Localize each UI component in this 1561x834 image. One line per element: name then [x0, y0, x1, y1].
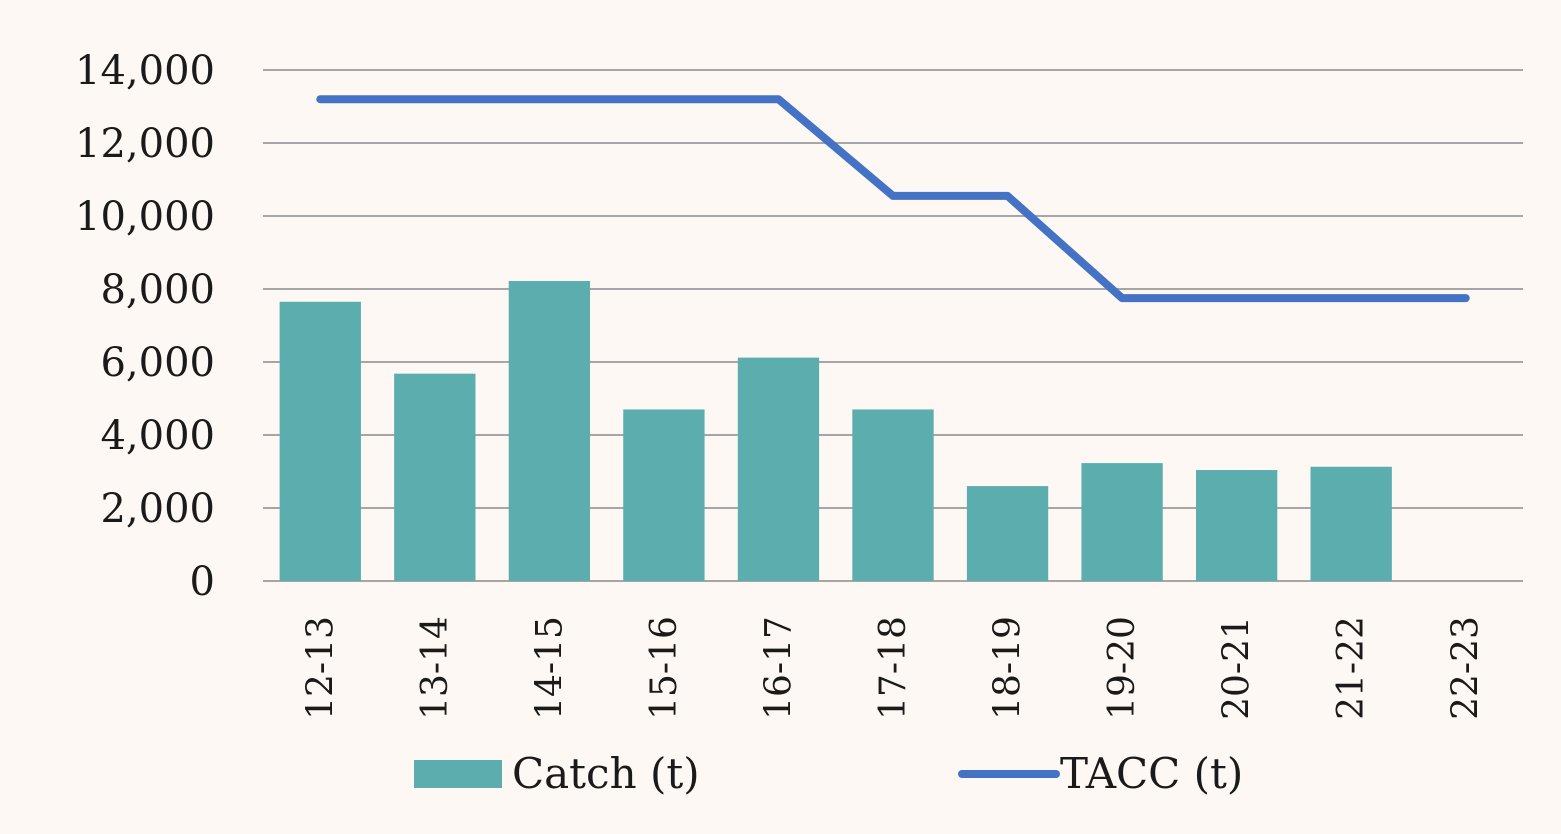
- bar-catch-14-15: [508, 280, 591, 581]
- y-axis-tick-labels: 0 2,000 4,000 6,000 8,000 10,000 12,000 14,000: [75, 48, 215, 605]
- bar-catch-15-16: [623, 409, 705, 581]
- x-tick-label: 20-21: [1217, 616, 1258, 720]
- catch-bars: [279, 280, 1392, 581]
- bar-catch-19-20: [1081, 463, 1163, 581]
- x-tick-label: 22-23: [1446, 616, 1487, 720]
- bar-catch-13-14: [394, 373, 476, 581]
- legend-label-tacc: TACC (t): [1060, 749, 1243, 798]
- bar-catch-17-18: [852, 409, 934, 581]
- bar-catch-20-21: [1195, 470, 1278, 581]
- bar-catch-18-19: [966, 486, 1049, 581]
- legend-label-catch: Catch (t): [512, 749, 700, 798]
- y-tick-label: 0: [190, 559, 215, 605]
- bar-catch-21-22: [1310, 466, 1392, 581]
- x-axis-tick-labels: 12-13 13-14 14-15 15-16 16-17 17-18 18-19 19-20…: [300, 616, 1486, 720]
- y-tick-label: 8,000: [100, 267, 215, 313]
- y-tick-label: 12,000: [75, 121, 215, 167]
- x-tick-label: 13-14: [415, 616, 456, 720]
- x-tick-label: 17-18: [873, 616, 914, 720]
- x-tick-label: 19-20: [1102, 616, 1143, 720]
- legend-swatch-catch: [414, 760, 502, 788]
- x-tick-label: 15-16: [644, 616, 685, 720]
- y-tick-label: 4,000: [100, 413, 215, 459]
- x-tick-label: 16-17: [758, 616, 799, 720]
- tacc-line-group: [316, 95, 1470, 303]
- legend: Catch (t) TACC (t): [414, 749, 1243, 798]
- x-tick-label: 18-19: [988, 616, 1029, 720]
- x-tick-label: 12-13: [300, 616, 341, 720]
- bar-catch-16-17: [737, 357, 820, 581]
- y-tick-label: 6,000: [100, 340, 215, 386]
- y-tick-label: 2,000: [100, 486, 215, 532]
- y-tick-label: 10,000: [75, 194, 215, 240]
- bar-catch-12-13: [279, 301, 361, 581]
- x-tick-label: 21-22: [1331, 616, 1372, 720]
- x-tick-label: 14-15: [529, 616, 570, 720]
- y-tick-label: 14,000: [75, 48, 215, 94]
- tacc-line: [316, 95, 1470, 303]
